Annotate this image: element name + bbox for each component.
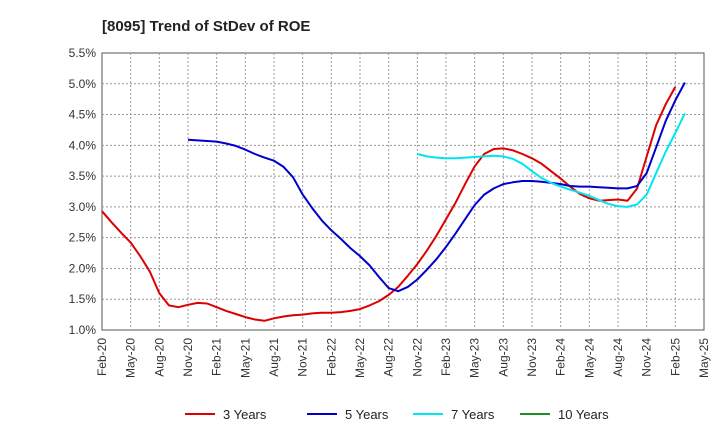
x-tick-label: Feb-24 <box>554 338 568 376</box>
x-tick-label: May-25 <box>697 338 711 378</box>
plot-border <box>101 52 705 331</box>
y-tick-label: 2.0% <box>69 261 97 275</box>
y-tick-label: 5.0% <box>69 77 97 91</box>
x-tick-label: Aug-23 <box>496 338 510 377</box>
legend-label: 5 Years <box>345 407 389 422</box>
x-tick-label: Feb-25 <box>668 338 682 376</box>
x-tick-label: Nov-22 <box>410 338 424 377</box>
x-tick-label: Nov-21 <box>296 338 310 377</box>
y-tick-label: 4.0% <box>69 138 97 152</box>
x-tick-label: May-23 <box>468 338 482 378</box>
x-tick-label: Aug-21 <box>267 338 281 377</box>
y-tick-label: 1.5% <box>69 292 97 306</box>
plot-area <box>101 52 705 331</box>
legend-item-7-years: 7 Years <box>413 407 495 422</box>
x-tick-label: Feb-23 <box>439 338 453 376</box>
x-tick-label: Nov-20 <box>181 338 195 377</box>
series-line-3-years <box>101 86 677 322</box>
x-tick-label: Feb-22 <box>324 338 338 376</box>
x-tick-label: Nov-23 <box>525 338 539 377</box>
x-axis: Feb-20 May-20 Aug-20 Nov-20 Feb-21 May-21 Aug-… <box>95 338 711 378</box>
y-tick-label: 3.5% <box>69 169 97 183</box>
x-tick-label: Aug-22 <box>382 338 396 377</box>
legend-item-3-years: 3 Years <box>185 407 267 422</box>
y-tick-label: 2.5% <box>69 231 97 245</box>
y-tick-label: 5.5% <box>69 46 97 60</box>
x-tick-label: Feb-21 <box>210 338 224 376</box>
series-line-7-years <box>417 112 686 208</box>
x-tick-label: Aug-24 <box>611 338 625 377</box>
series-lines <box>101 82 686 322</box>
x-tick-label: Nov-24 <box>640 338 654 377</box>
y-axis: 1.0% 1.5% 2.0% 2.5% 3.0% 3.5% 4.0% 4.5% 5.0% 5.5% <box>69 46 97 337</box>
y-tick-label: 1.0% <box>69 323 97 337</box>
y-tick-label: 4.5% <box>69 108 97 122</box>
x-tick-label: May-24 <box>582 338 596 378</box>
y-tick-label: 3.0% <box>69 200 97 214</box>
chart-title: [8095] Trend of StDev of ROE <box>102 18 310 35</box>
legend-item-5-years: 5 Years <box>307 407 389 422</box>
gridlines <box>102 53 704 330</box>
x-tick-label: Feb-20 <box>95 338 109 376</box>
x-tick-label: May-22 <box>353 338 367 378</box>
x-tick-label: May-21 <box>238 338 252 378</box>
legend-label: 3 Years <box>223 407 267 422</box>
x-tick-label: Aug-20 <box>152 338 166 377</box>
legend: 3 Years 5 Years 7 Years 10 Years <box>185 407 609 422</box>
x-tick-label: May-20 <box>124 338 138 378</box>
legend-label: 10 Years <box>558 407 609 422</box>
series-line-5-years <box>187 82 686 293</box>
legend-label: 7 Years <box>451 407 495 422</box>
legend-item-10-years: 10 Years <box>520 407 609 422</box>
